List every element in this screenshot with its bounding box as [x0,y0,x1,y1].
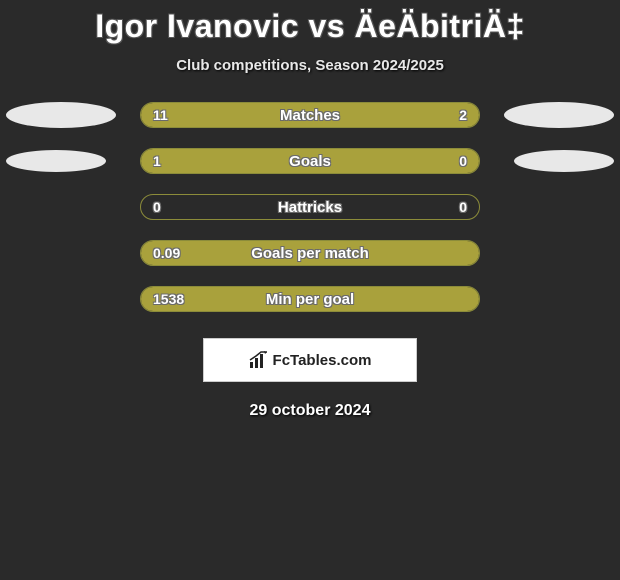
fctables-logo[interactable]: FcTables.com [203,338,417,382]
comparison-title: Igor Ivanovic vs ÄeÄbitriÄ‡ [95,8,525,45]
stat-bar: 0.09Goals per match [140,240,480,266]
stat-bar: 10Goals [140,148,480,174]
player-left-ellipse [6,102,116,128]
stat-row: 1538Min per goal [0,286,620,312]
player-right-ellipse [514,150,614,172]
stat-bar: 1538Min per goal [140,286,480,312]
stat-row: 112Matches [0,102,620,128]
stat-bar: 00Hattricks [140,194,480,220]
stat-label: Goals [141,149,479,173]
stat-row: 10Goals [0,148,620,174]
fctables-logo-text: FcTables.com [249,351,372,369]
stat-row: 00Hattricks [0,194,620,220]
logo-label: FcTables.com [273,352,372,369]
stat-label: Goals per match [141,241,479,265]
stat-bar: 112Matches [140,102,480,128]
stats-block: 112Matches 10Goals 00Hattricks 0.09Goals pe… [0,102,620,332]
stat-label: Matches [141,103,479,127]
stat-label: Min per goal [141,287,479,311]
stat-label: Hattricks [141,195,479,219]
chart-icon [249,351,269,369]
player-left-ellipse [6,150,106,172]
player-right-ellipse [504,102,614,128]
comparison-date: 29 october 2024 [250,402,371,420]
comparison-subtitle: Club competitions, Season 2024/2025 [176,57,444,74]
stat-row: 0.09Goals per match [0,240,620,266]
